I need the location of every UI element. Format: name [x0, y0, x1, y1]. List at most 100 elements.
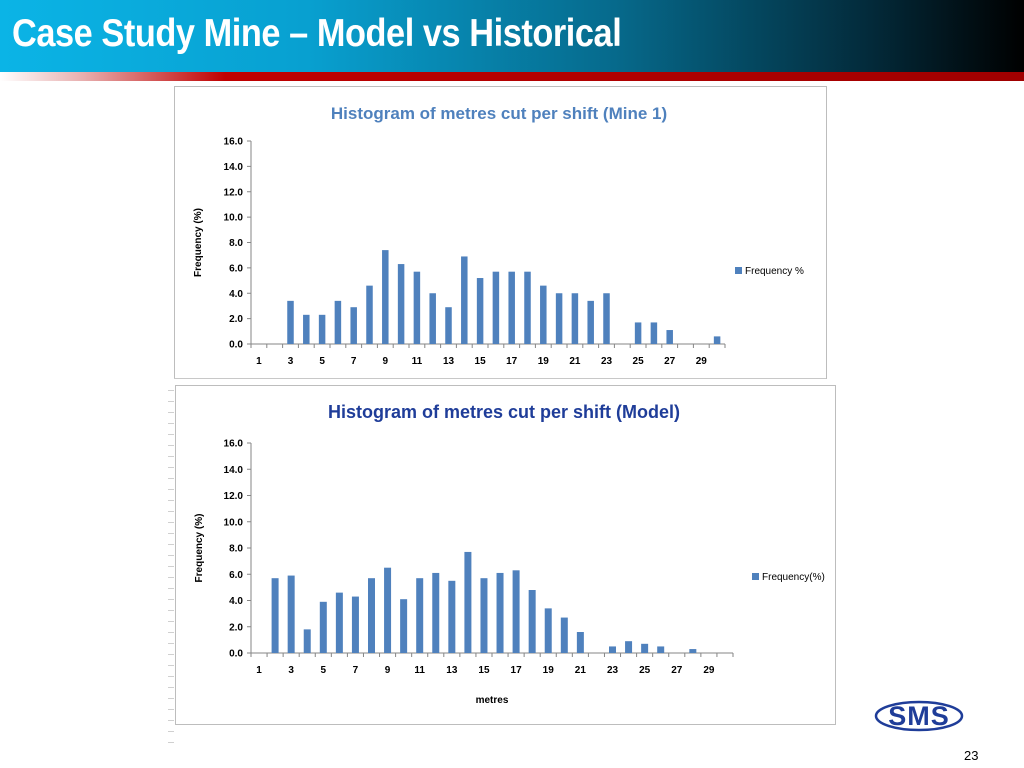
- x-tick-label: 19: [543, 665, 555, 676]
- y-tick-label: 10.0: [224, 213, 244, 224]
- bar-26: [650, 322, 658, 344]
- y-tick-label: 16.0: [224, 137, 244, 148]
- chart-model-panel: Histogram of metres cut per shift (Model…: [175, 385, 836, 725]
- slide-title: Case Study Mine – Model vs Historical: [12, 12, 622, 55]
- bar-6: [335, 592, 343, 653]
- x-tick-label: 1: [256, 665, 262, 676]
- bar-4: [303, 314, 310, 344]
- x-tick-label: 29: [703, 665, 715, 676]
- bar-13: [448, 580, 456, 653]
- bar-16: [492, 271, 500, 344]
- y-tick-label: 12.0: [224, 491, 244, 502]
- y-tick-label: 4.0: [229, 289, 243, 300]
- x-tick-label: 17: [506, 356, 518, 367]
- y-tick-label: 14.0: [224, 465, 244, 476]
- bar-19: [540, 285, 547, 344]
- bar-10: [400, 599, 408, 653]
- x-tick-label: 13: [446, 665, 458, 676]
- logo-text: SMS: [888, 701, 950, 731]
- bar-2: [271, 578, 279, 653]
- y-tick-label: 10.0: [224, 517, 244, 528]
- x-tick-label: 17: [511, 665, 523, 676]
- bar-27: [666, 330, 673, 344]
- bar-6: [334, 300, 342, 344]
- page-number: 23: [964, 748, 979, 763]
- bar-20: [555, 293, 563, 344]
- legend-swatch: [752, 573, 759, 580]
- x-tick-label: 5: [319, 356, 325, 367]
- chart-model: Histogram of metres cut per shift (Model…: [194, 402, 825, 706]
- bar-8: [368, 578, 375, 653]
- bar-18: [528, 590, 536, 653]
- chart-mine1: Histogram of metres cut per shift (Mine …: [193, 104, 804, 367]
- title-bar: Case Study Mine – Model vs Historical: [0, 0, 1024, 72]
- bar-24: [625, 641, 633, 653]
- bar-15: [480, 578, 488, 653]
- y-tick-label: 0.0: [229, 340, 243, 351]
- chart-mine1-panel: Histogram of metres cut per shift (Mine …: [174, 86, 827, 379]
- x-tick-label: 9: [383, 356, 389, 367]
- x-tick-label: 19: [538, 356, 550, 367]
- y-tick-label: 6.0: [229, 263, 243, 274]
- bar-5: [318, 314, 326, 344]
- bar-11: [416, 578, 424, 653]
- x-tick-label: 27: [664, 356, 676, 367]
- y-tick-label: 8.0: [229, 238, 243, 249]
- x-tick-label: 7: [353, 665, 359, 676]
- bar-3: [287, 300, 294, 344]
- y-tick-label: 16.0: [224, 439, 244, 450]
- y-tick-label: 6.0: [229, 570, 243, 581]
- bar-11: [413, 271, 421, 344]
- bar-3: [287, 575, 295, 653]
- bar-12: [432, 572, 440, 653]
- bar-30: [713, 336, 721, 344]
- y-tick-label: 2.0: [229, 314, 243, 325]
- x-tick-label: 13: [443, 356, 455, 367]
- bar-26: [657, 646, 665, 653]
- y-tick-label: 0.0: [229, 649, 243, 660]
- legend-label: Frequency(%): [762, 572, 825, 583]
- x-tick-label: 9: [385, 665, 391, 676]
- x-tick-label: 15: [478, 665, 490, 676]
- x-tick-label: 3: [288, 356, 294, 367]
- y-tick-label: 4.0: [229, 596, 243, 607]
- bar-18: [524, 271, 531, 344]
- bar-23: [603, 293, 610, 344]
- y-axis-label: Frequency (%): [194, 514, 205, 583]
- legend-swatch: [735, 267, 742, 274]
- bar-4: [303, 629, 311, 653]
- x-tick-label: 23: [607, 665, 619, 676]
- bar-25: [634, 322, 642, 344]
- x-tick-label: 3: [288, 665, 294, 676]
- x-tick-label: 21: [575, 665, 587, 676]
- x-tick-label: 25: [639, 665, 651, 676]
- bar-17: [512, 570, 520, 653]
- bar-8: [366, 285, 373, 344]
- left-edge-ticks: [168, 380, 174, 743]
- y-tick-label: 8.0: [229, 544, 243, 555]
- bar-25: [641, 643, 649, 653]
- sms-logo: SMS: [874, 700, 964, 732]
- x-tick-label: 1: [256, 356, 262, 367]
- bar-14: [461, 256, 468, 344]
- x-tick-label: 5: [321, 665, 327, 676]
- bar-14: [464, 551, 472, 653]
- legend-label: Frequency %: [745, 266, 804, 277]
- y-tick-label: 2.0: [229, 622, 243, 633]
- title-underline: [0, 72, 1024, 81]
- x-tick-label: 7: [351, 356, 357, 367]
- bar-23: [609, 646, 616, 653]
- x-tick-label: 21: [569, 356, 581, 367]
- y-axis-label: Frequency (%): [193, 208, 204, 277]
- bar-7: [351, 596, 359, 653]
- bar-22: [587, 300, 594, 344]
- bar-16: [496, 572, 504, 653]
- bar-9: [384, 567, 392, 653]
- chart-title: Histogram of metres cut per shift (Mine …: [331, 104, 667, 123]
- bar-20: [560, 617, 568, 653]
- y-tick-label: 12.0: [224, 187, 244, 198]
- bar-15: [476, 278, 484, 344]
- x-tick-label: 11: [412, 356, 423, 367]
- chart-title: Histogram of metres cut per shift (Model…: [328, 402, 680, 422]
- bar-12: [429, 293, 436, 344]
